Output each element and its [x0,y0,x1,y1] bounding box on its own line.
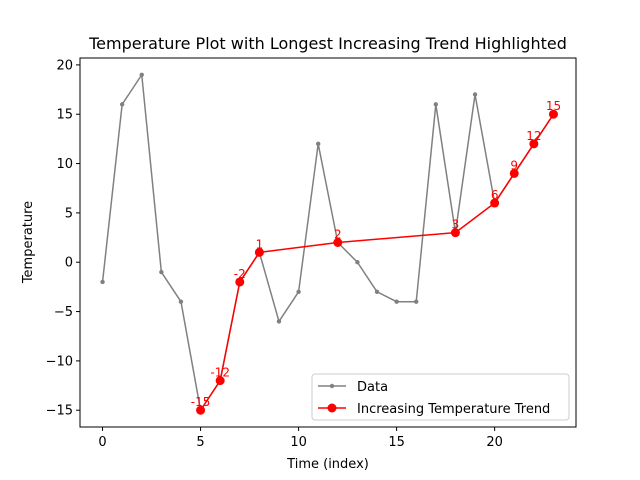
y-tick-label: 10 [56,157,73,172]
legend-trend-marker [327,403,337,413]
trend-point [196,405,206,415]
data-point [276,319,282,324]
trend-point-label: 9 [510,158,518,172]
data-point [178,299,184,304]
legend-data-marker [329,383,335,389]
trend-point [529,139,539,149]
x-tick-label: 10 [290,435,307,450]
trend-point [235,277,245,287]
trend-point-label: -2 [234,267,246,281]
trend-point-label: 3 [452,218,460,232]
y-tick-label: 5 [65,206,73,221]
x-tick-label: 0 [98,435,106,450]
data-point [414,299,419,304]
trend-point [215,376,225,386]
data-point [394,299,399,304]
y-axis-label: Temperature [21,201,36,284]
trend-point-label: -15 [191,395,211,409]
trend-point [509,168,519,178]
x-axis-label: Time (index) [286,457,369,472]
x-axis-ticks: 0 5 10 15 20 [98,427,503,450]
data-point [472,92,478,97]
y-axis-ticks: −15 −10 −5 0 5 10 15 20 [46,58,80,419]
legend-trend-label: Increasing Temperature Trend [357,402,550,417]
data-point [159,269,164,275]
y-tick-label: 20 [56,58,73,73]
trend-point [548,109,558,119]
legend-data-label: Data [357,380,388,395]
trend-point-label: 1 [256,237,264,251]
chart-title: Temperature Plot with Longest Increasing… [88,34,567,53]
trend-point [490,198,500,208]
trend-series-line [199,113,555,411]
data-point [119,102,125,107]
y-tick-label: 15 [56,108,73,123]
data-point [100,279,105,285]
x-tick-label: 15 [388,435,405,450]
legend-box [311,373,570,421]
trend-point-label: 15 [546,99,561,113]
trend-point [254,247,264,257]
trend-point-label: 12 [526,129,541,143]
y-tick-label: −5 [54,305,73,320]
trend-point [333,238,343,247]
y-tick-label: 0 [65,256,73,271]
x-tick-label: 5 [196,435,204,450]
data-series-line [101,74,555,411]
data-point [315,141,321,147]
data-point [374,289,380,295]
y-tick-label: −15 [46,404,73,419]
trend-point-label: 6 [491,188,499,202]
legend: Data Increasing Temperature Trend [311,373,570,421]
trend-point-label: -12 [210,366,230,380]
trend-point-label: 2 [334,228,342,242]
data-point [296,289,301,295]
data-point [433,102,439,107]
data-point [355,260,360,265]
y-tick-label: −10 [46,354,73,369]
axes-frame [79,57,577,428]
x-tick-label: 20 [486,435,503,450]
data-point [139,72,144,77]
trend-point [450,228,460,238]
